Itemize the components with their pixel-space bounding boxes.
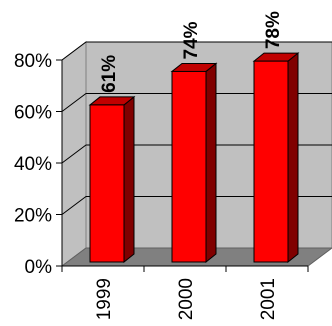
bar-side [205, 62, 217, 264]
data-label-2001: 78% [263, 11, 284, 49]
bar-front [253, 60, 289, 263]
gridline [61, 93, 332, 112]
bar-2001 [252, 52, 300, 264]
x-tick-label-1999: 1999 [94, 278, 115, 320]
y-tick-label-40: 40% [14, 154, 52, 175]
data-label-1999: 61% [99, 55, 120, 93]
x-tick-label-2001: 2001 [258, 278, 279, 320]
y-tick-label-80: 80% [14, 51, 52, 72]
bars [88, 52, 300, 264]
y-tick-label-0: 0% [25, 257, 53, 278]
y-tick-label-60: 60% [14, 103, 52, 124]
y-tick-labels: 0% 20% 40% 60% 80% [14, 51, 52, 278]
gridlines [61, 41, 332, 215]
axes [56, 59, 309, 272]
data-label-2000: 74% [181, 21, 202, 59]
gridline [61, 196, 332, 215]
gridline [61, 41, 332, 61]
x-tick-label-2000: 2000 [176, 278, 197, 320]
y-tick-label-20: 20% [14, 206, 52, 227]
bar-side [287, 52, 299, 264]
bar-1999 [88, 95, 136, 264]
bar-front [89, 104, 125, 263]
bar-2000 [170, 62, 218, 264]
x-tick-labels: 1999 2000 2001 [94, 278, 279, 320]
bar-front [171, 70, 207, 263]
bar-side [123, 95, 135, 264]
data-labels: 61% 74% 78% [99, 11, 284, 93]
gridline [61, 144, 332, 164]
